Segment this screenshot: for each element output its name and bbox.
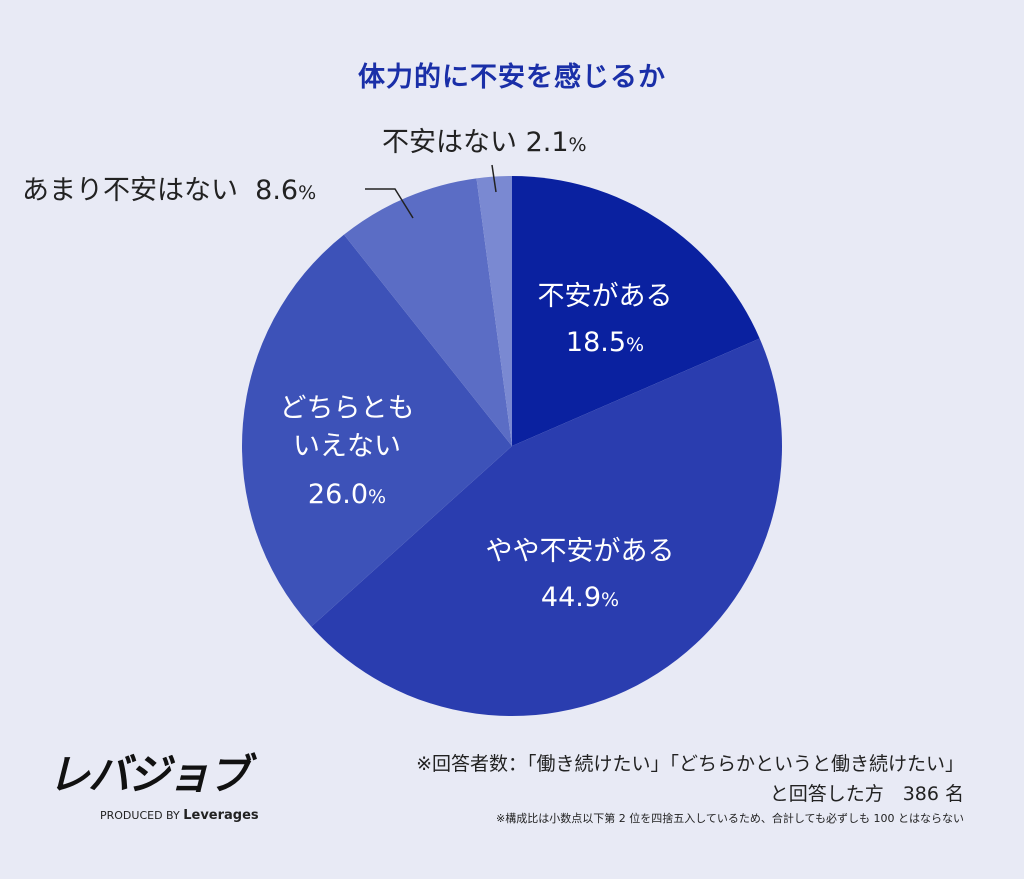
leader-line-slightly-not-anxious: [365, 188, 414, 219]
slice-name: いえない: [293, 431, 401, 462]
slice-name: 不安がある: [537, 281, 673, 312]
brand-logo: レバジョブ: [48, 750, 250, 799]
slice-value: 18.5%: [565, 327, 645, 358]
pie-slice-0: [512, 176, 760, 446]
slice-label-anxious: 不安がある 18.5%: [520, 278, 690, 364]
produced-by: PRODUCED BY Leverages: [100, 808, 259, 823]
pie-slice-1: [311, 338, 782, 717]
slice-name: やや不安がある: [485, 536, 675, 567]
respondents-count: と回答した方 386 名: [769, 783, 964, 805]
rounding-note: ※構成比は小数点以下第 2 位を四捨五入しているため、合計しても必ずしも 100…: [496, 812, 964, 825]
slice-label-neutral: どちらとも いえない 26.0%: [257, 390, 437, 516]
leader-line-not-anxious: [491, 164, 497, 193]
slice-name: どちらとも: [279, 393, 415, 424]
slice-label-not-very-anxious: あまり不安はない 8.6%: [22, 175, 317, 206]
slice-value: 26.0%: [307, 479, 387, 510]
slice-label-not-anxious: 不安はない 2.1%: [382, 127, 587, 158]
pie-slice-4: [476, 176, 512, 446]
pie-slice-3: [343, 178, 512, 446]
slice-label-somewhat-anxious: やや不安がある 44.9%: [450, 533, 710, 619]
chart-title: 体力的に不安を感じるか: [358, 62, 666, 93]
slice-value: 44.9%: [540, 582, 620, 613]
respondents-note: ※回答者数：「働き続けたい」「どちらかというと働き続けたい」: [416, 753, 964, 775]
pie-slice-2: [241, 234, 512, 627]
